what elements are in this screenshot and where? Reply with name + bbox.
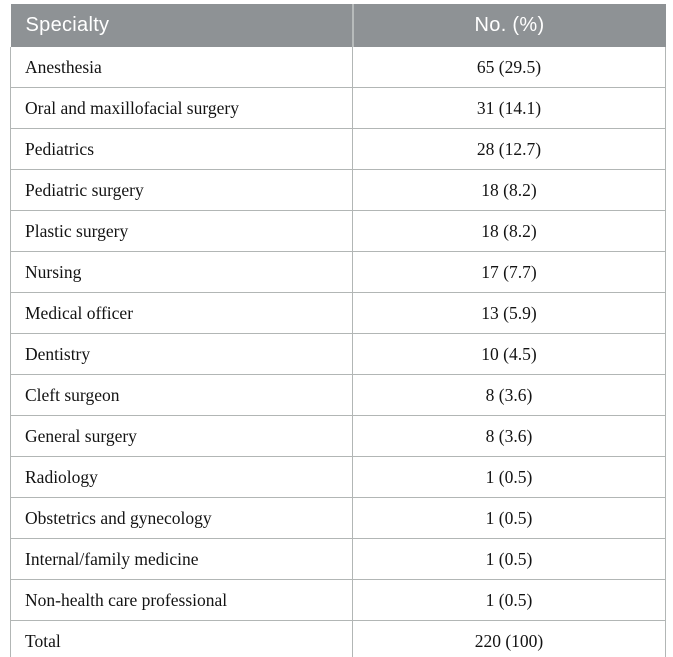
- specialty-cell: Pediatric surgery: [10, 169, 353, 211]
- specialty-cell: Nursing: [10, 251, 353, 293]
- table-row: Plastic surgery 18 (8.2): [10, 210, 666, 252]
- table-row: Cleft surgeon 8 (3.6): [10, 374, 666, 416]
- table-body: Anesthesia 65 (29.5) Oral and maxillofacia…: [10, 47, 666, 657]
- specialty-cell: General surgery: [10, 415, 353, 457]
- table-row: Nursing 17 (7.7): [10, 251, 666, 293]
- table-row: Obstetrics and gynecology 1 (0.5): [10, 497, 666, 539]
- table-row-total: Total 220 (100): [10, 620, 666, 657]
- column-header-count: No. (%): [351, 4, 666, 47]
- specialty-cell: Internal/family medicine: [10, 538, 353, 580]
- specialty-table-container: Specialty No. (%) Anesthesia 65 (29.5) Ora…: [10, 4, 666, 657]
- table-row: Medical officer 13 (5.9): [10, 292, 666, 334]
- count-cell: 8 (3.6): [352, 374, 666, 416]
- count-cell: 1 (0.5): [352, 456, 666, 498]
- count-cell: 18 (8.2): [352, 169, 666, 211]
- table-row: Anesthesia 65 (29.5): [10, 47, 666, 88]
- count-cell: 65 (29.5): [352, 47, 666, 88]
- table-row: General surgery 8 (3.6): [10, 415, 666, 457]
- count-cell: 1 (0.5): [352, 497, 666, 539]
- count-cell: 13 (5.9): [352, 292, 666, 334]
- table-row: Internal/family medicine 1 (0.5): [10, 538, 666, 580]
- count-cell: 17 (7.7): [352, 251, 666, 293]
- count-cell: 10 (4.5): [352, 333, 666, 375]
- specialty-cell: Cleft surgeon: [10, 374, 353, 416]
- header-row: Specialty No. (%): [10, 4, 666, 47]
- count-cell: 1 (0.5): [352, 538, 666, 580]
- specialty-cell: Medical officer: [10, 292, 353, 334]
- table-row: Oral and maxillofacial surgery 31 (14.1): [10, 87, 666, 129]
- table-row: Radiology 1 (0.5): [10, 456, 666, 498]
- specialty-cell: Radiology: [10, 456, 353, 498]
- count-cell: 8 (3.6): [352, 415, 666, 457]
- table-row: Pediatrics 28 (12.7): [10, 128, 666, 170]
- column-header-specialty: Specialty: [10, 4, 353, 47]
- specialty-table: Specialty No. (%) Anesthesia 65 (29.5) Ora…: [10, 4, 666, 657]
- table-row: Non-health care professional 1 (0.5): [10, 579, 666, 621]
- table-row: Pediatric surgery 18 (8.2): [10, 169, 666, 211]
- specialty-cell: Plastic surgery: [10, 210, 353, 252]
- table-row: Dentistry 10 (4.5): [10, 333, 666, 375]
- specialty-cell: Oral and maxillofacial surgery: [10, 87, 353, 129]
- specialty-cell: Obstetrics and gynecology: [10, 497, 353, 539]
- specialty-cell: Dentistry: [10, 333, 353, 375]
- table-header: Specialty No. (%): [10, 4, 666, 47]
- count-cell: 18 (8.2): [352, 210, 666, 252]
- specialty-cell: Non-health care professional: [10, 579, 353, 621]
- specialty-cell: Anesthesia: [10, 47, 353, 88]
- total-count-cell: 220 (100): [352, 620, 666, 657]
- count-cell: 28 (12.7): [352, 128, 666, 170]
- specialty-cell: Pediatrics: [10, 128, 353, 170]
- total-label-cell: Total: [10, 620, 353, 657]
- count-cell: 31 (14.1): [352, 87, 666, 129]
- count-cell: 1 (0.5): [352, 579, 666, 621]
